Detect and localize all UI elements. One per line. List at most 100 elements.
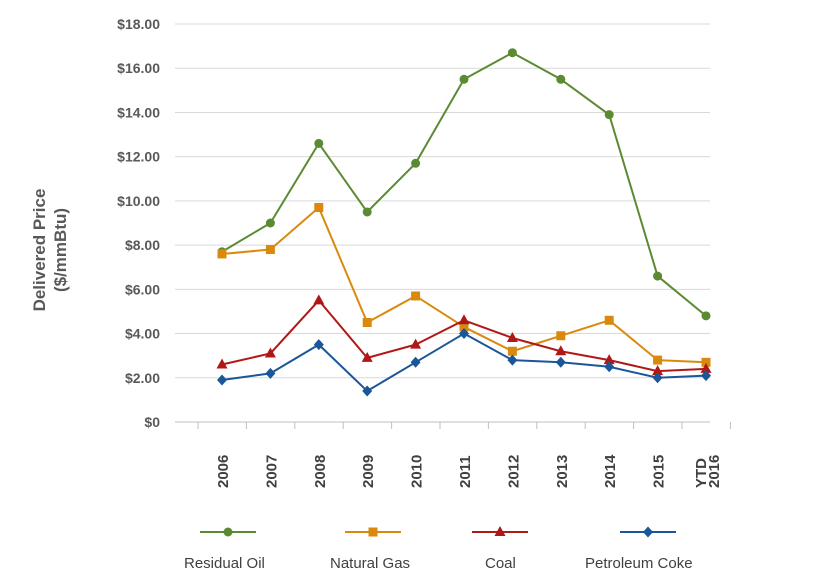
- data-point: [507, 48, 517, 58]
- y-axis-title-line-1: Delivered Price: [30, 189, 49, 312]
- x-tick-label-line: YTD: [693, 458, 710, 488]
- x-tick-label: 2008: [312, 455, 329, 488]
- x-tick-label: 2007: [263, 455, 280, 488]
- x-tick-label: 2006: [215, 455, 232, 488]
- legend-label: Coal: [485, 555, 516, 572]
- y-axis-title: Delivered Price ($/mmBtu): [30, 189, 70, 312]
- data-point: [652, 365, 664, 376]
- data-point: [556, 74, 566, 84]
- data-point: [603, 354, 615, 365]
- data-point: [314, 138, 324, 148]
- data-point: [700, 362, 712, 373]
- series-line: [221, 51, 707, 317]
- data-point: [555, 356, 566, 368]
- data-point: [506, 331, 518, 342]
- y-tick-label: $12.00: [117, 149, 160, 165]
- data-point: [701, 357, 711, 367]
- data-point: [410, 356, 421, 368]
- data-point: [313, 339, 324, 351]
- data-point: [411, 291, 421, 301]
- series-petroleum-coke: [217, 328, 711, 397]
- legend-swatch-marker: [223, 527, 233, 537]
- x-tick-label-line: 2006: [215, 455, 232, 488]
- data-point: [458, 314, 470, 325]
- data-point: [556, 331, 566, 341]
- x-tick-label-line: 2016: [706, 455, 723, 488]
- data-point: [653, 271, 663, 281]
- data-point: [459, 74, 469, 84]
- x-tick-label: 2010: [409, 455, 426, 488]
- x-tick-label-line: 2010: [409, 455, 426, 488]
- x-tick-label: 2012: [505, 455, 522, 488]
- legend-item: Petroleum Coke: [585, 526, 693, 572]
- series-residual-oil: [217, 48, 711, 321]
- data-point: [362, 207, 372, 217]
- y-axis-title-line-2: ($/mmBtu): [51, 208, 70, 292]
- data-point: [555, 345, 567, 356]
- y-tick-label: $14.00: [117, 104, 160, 120]
- x-tick-label-line: 2013: [554, 455, 571, 488]
- data-point: [653, 355, 663, 365]
- data-point: [411, 158, 421, 168]
- x-tick-labels: 2006 2007 2008 2009 2010 2011 2012 2013 2014 2015…: [215, 454, 723, 488]
- data-point: [459, 328, 469, 340]
- data-point: [701, 311, 711, 321]
- data-point: [217, 249, 227, 259]
- x-tick-label-line: 2007: [263, 455, 280, 488]
- series: [216, 48, 712, 397]
- legend: Residual Oil Natural Gas Coal Petroleum Cok…: [184, 526, 693, 572]
- data-point: [652, 372, 663, 384]
- legend-item: Residual Oil: [184, 527, 265, 572]
- legend-label: Petroleum Coke: [585, 555, 693, 572]
- legend-swatch-marker: [494, 526, 506, 536]
- x-tick-label-line: 2009: [360, 455, 377, 488]
- x-tick-label-line: 2011: [457, 455, 474, 488]
- legend-swatch-marker: [643, 526, 653, 538]
- data-point: [216, 358, 228, 369]
- x-tick-label: 2015: [651, 455, 668, 488]
- series-natural-gas: [217, 203, 711, 367]
- y-tick-label: $0: [144, 414, 160, 430]
- y-tick-label: $16.00: [117, 60, 160, 76]
- legend-label: Natural Gas: [330, 555, 410, 572]
- data-point: [362, 385, 373, 397]
- data-point: [362, 318, 372, 327]
- data-point: [701, 370, 711, 382]
- data-point: [265, 245, 275, 255]
- legend-label: Residual Oil: [184, 555, 265, 572]
- y-tick-label: $4.00: [125, 326, 160, 342]
- data-point: [217, 374, 227, 386]
- data-point: [604, 315, 614, 325]
- y-tick-labels: $0 $2.00 $4.00 $6.00 $8.00 $10.00 $12.00 $14.00…: [117, 16, 160, 430]
- data-point: [264, 347, 276, 358]
- data-point: [604, 110, 614, 120]
- data-point: [410, 338, 422, 349]
- data-point: [507, 354, 518, 366]
- x-tick-label-line: 2008: [312, 455, 329, 488]
- data-point: [265, 367, 276, 379]
- series-coal: [216, 294, 712, 376]
- series-line: [221, 206, 707, 364]
- data-point: [361, 351, 373, 362]
- x-tick-label-line: 2015: [651, 455, 668, 488]
- x-tick-label-line: 2014: [602, 454, 619, 488]
- x-tick-label: 2014: [602, 454, 619, 488]
- x-tick-label-line: 2012: [505, 455, 522, 488]
- data-point: [314, 203, 324, 213]
- data-point: [313, 294, 325, 305]
- y-tick-label: $6.00: [125, 281, 160, 297]
- x-tick-label: 2013: [554, 455, 571, 488]
- axes: [175, 421, 731, 429]
- series-line: [221, 332, 707, 393]
- x-tick-label: 2011: [457, 455, 474, 488]
- data-point: [604, 361, 615, 373]
- legend-item: Natural Gas: [330, 527, 410, 572]
- x-tick-label: 2009: [360, 455, 377, 488]
- legend-swatch-marker: [368, 527, 378, 537]
- y-tick-label: $18.00: [117, 16, 160, 32]
- y-tick-label: $8.00: [125, 237, 160, 253]
- data-point: [507, 346, 517, 356]
- gridlines: [175, 23, 710, 379]
